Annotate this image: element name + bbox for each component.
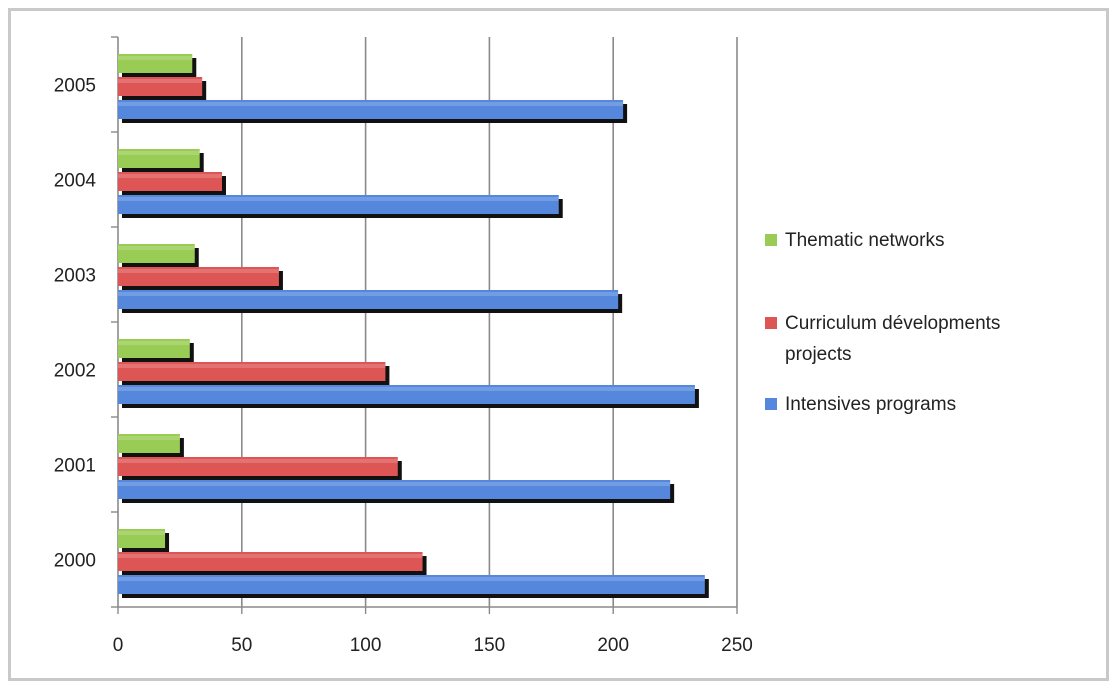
y-tick-label-2000: 2000 [54,551,96,572]
legend-label-0-0: Thematic networks [785,230,944,251]
legend-swatch-1 [765,317,777,329]
bar-highlight-2000-2 [118,531,166,535]
y-tick-label-2003: 2003 [54,266,96,287]
x-tick-label-0: 0 [113,635,124,656]
legend: Thematic networks Curriculum dévelopments… [765,230,1000,415]
bar-2003-2 [118,244,195,263]
bar-2004-0 [118,195,559,214]
y-tick-label-2001: 2001 [54,456,96,477]
bar-highlight-2005-0 [118,102,624,106]
bar-2001-1 [118,457,398,476]
bar-highlight-2003-1 [118,269,279,273]
bar-2003-0 [118,290,619,309]
bar-highlight-2002-1 [118,364,386,368]
gridlines [241,37,738,607]
bar-highlight-2005-2 [118,56,193,60]
legend-label-1-1: projects [785,344,852,365]
legend-label-2-0: Intensives programs [785,394,956,415]
bar-2003-1 [118,267,279,286]
legend-swatch-2 [765,398,777,410]
bar-highlight-2004-2 [118,151,200,155]
bar-highlight-2003-2 [118,246,195,250]
bar-2004-2 [118,149,200,168]
bar-highlight-2004-0 [118,197,559,201]
bar-2005-1 [118,77,203,96]
x-tick-label-150: 150 [474,635,506,656]
bar-2002-2 [118,339,190,358]
bar-highlight-2005-1 [118,79,203,83]
bar-highlight-2003-0 [118,292,619,296]
bar-2002-1 [118,362,386,381]
bar-highlight-2001-0 [118,482,671,486]
bar-2000-0 [118,575,705,594]
x-tick-label-50: 50 [231,635,252,656]
bar-highlight-2002-0 [118,387,695,391]
bar-highlight-2004-1 [118,174,222,178]
bar-2001-0 [118,480,671,499]
legend-swatch-0 [765,234,777,246]
bar-2005-2 [118,54,193,73]
bar-highlight-2000-1 [118,554,423,558]
bar-2000-2 [118,529,166,548]
bar-2004-1 [118,172,222,191]
bar-highlight-2001-2 [118,436,180,440]
x-tick-label-250: 250 [721,635,753,656]
axes [111,36,738,614]
y-tick-label-2002: 2002 [54,361,96,382]
y-tick-label-2005: 2005 [54,76,96,97]
x-tick-label-100: 100 [350,635,382,656]
x-tick-label-200: 200 [597,635,629,656]
bar-2002-0 [118,385,695,404]
legend-label-1-0: Curriculum dévelopments [785,313,1000,334]
bar-2000-1 [118,552,423,571]
bar-highlight-2000-0 [118,577,705,581]
bar-2005-0 [118,100,624,119]
bar-2001-2 [118,434,180,453]
tick-labels: 0 50 100 150 200 250 2000 2001 2002 2003 2004 2005 [54,76,753,657]
bar-highlight-2001-1 [118,459,398,463]
y-tick-label-2004: 2004 [54,171,97,192]
bar-highlight-2002-2 [118,341,190,345]
bars [118,54,709,598]
